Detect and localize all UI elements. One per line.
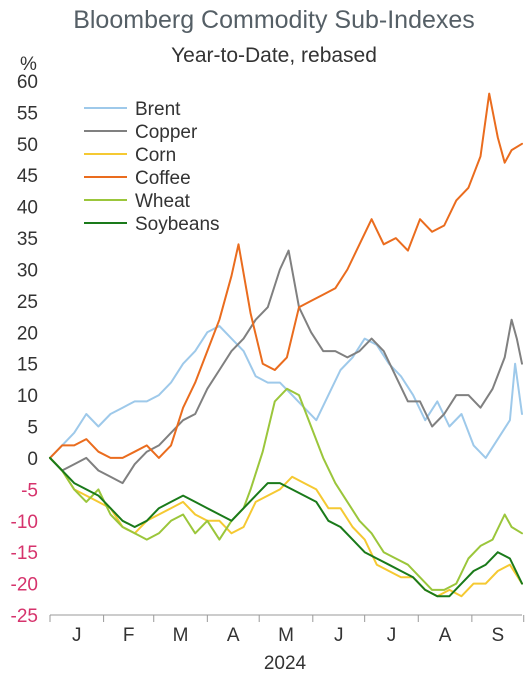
y-tick-label: -5 <box>21 480 38 501</box>
y-tick-label: -10 <box>11 512 38 533</box>
x-tick-label: M <box>173 625 189 646</box>
series-line-coffee <box>49 92 523 459</box>
series-line-corn <box>49 456 523 598</box>
y-tick-label: 50 <box>17 135 38 156</box>
y-tick-label: 40 <box>17 198 38 219</box>
y-tick-label: 45 <box>17 166 38 187</box>
legend-label-brent: Brent <box>135 99 181 120</box>
x-tick-label: A <box>227 625 240 646</box>
y-tick-label: 55 <box>17 103 38 124</box>
chart-title: Bloomberg Commodity Sub-Indexes <box>73 6 475 34</box>
y-tick-label: -15 <box>11 543 38 564</box>
x-tick-label: S <box>491 625 504 646</box>
x-tick-label: J <box>72 625 82 646</box>
y-tick-label: 0 <box>27 449 38 470</box>
y-tick-label: 35 <box>17 229 38 250</box>
y-tick-label: 5 <box>27 418 38 439</box>
y-tick-label: -20 <box>11 575 38 596</box>
legend-label-copper: Copper <box>135 122 198 143</box>
y-tick-label: 15 <box>17 355 38 376</box>
legend-label-corn: Corn <box>135 145 176 166</box>
x-tick-label: J <box>334 625 344 646</box>
y-tick-label: -25 <box>11 606 38 627</box>
y-tick-label: 25 <box>17 292 38 313</box>
series-line-copper <box>49 249 523 485</box>
legend-label-wheat: Wheat <box>135 191 191 212</box>
y-tick-label: 60 <box>17 72 38 93</box>
y-axis-unit: % <box>20 54 37 75</box>
series-lines <box>49 92 523 598</box>
series-line-wheat <box>49 387 523 591</box>
y-tick-label: 30 <box>17 260 38 281</box>
y-tick-label: 20 <box>17 323 38 344</box>
chart-subtitle: Year-to-Date, rebased <box>171 44 377 67</box>
x-tick-label: J <box>387 625 397 646</box>
x-tick-label: F <box>123 625 135 646</box>
legend-label-soybeans: Soybeans <box>135 214 220 235</box>
series-line-soybeans <box>49 456 523 598</box>
y-tick-label: 10 <box>17 386 38 407</box>
x-tick-label: M <box>278 625 294 646</box>
x-axis-year-label: 2024 <box>264 653 307 674</box>
series-line-brent <box>49 325 523 459</box>
legend-label-coffee: Coffee <box>135 168 191 189</box>
x-tick-label: A <box>439 625 452 646</box>
